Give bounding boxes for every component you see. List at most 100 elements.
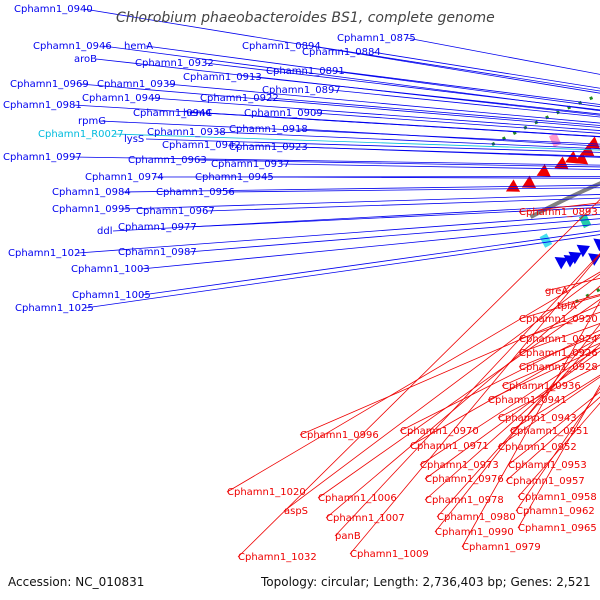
forward-leader-line (84, 234, 600, 309)
reverse-gene-label: Cphamn1_0962 (516, 506, 595, 517)
feature-block (548, 132, 562, 148)
forward-gene-label: Cphamn1_0946 (33, 41, 112, 52)
forward-leader-line (113, 133, 600, 151)
reverse-gene-label: Cphamn1_0976 (425, 474, 504, 485)
forward-gene-label: Cphamn1_0894 (242, 41, 321, 52)
forward-leader-line (121, 194, 600, 210)
reverse-leader-line (237, 198, 600, 558)
reverse-leader-line (461, 300, 600, 548)
reverse-gene-label: Cphamn1_0958 (518, 492, 597, 503)
forward-leader-line (79, 83, 600, 128)
forward-gene-label: Cphamn1_0963 (128, 155, 207, 166)
forward-gene-label: Cphamn1_0938 (147, 127, 226, 138)
map-title: Chlorobium phaeobacteroides BS1, complet… (116, 10, 495, 26)
forward-leader-line (311, 45, 600, 92)
forward-gene-label: rpmG (78, 116, 106, 127)
forward-leader-line (151, 97, 600, 131)
forward-gene-label: Cphamn1_0995 (52, 204, 131, 215)
reverse-leader-line (419, 347, 600, 466)
reverse-gene-arrow (554, 156, 569, 170)
reverse-leader-line (299, 304, 600, 436)
forward-gene-label: Cphamn1_0932 (135, 58, 214, 69)
reverse-gene-label: Cphamn1_0951 (510, 426, 589, 437)
reverse-leader-line (515, 387, 600, 512)
reverse-leader-line (497, 376, 600, 448)
forward-gene-label: Cphamn1_0891 (266, 66, 345, 77)
reverse-gene-label: Cphamn1_0971 (410, 441, 489, 452)
reverse-gene-label: Cphamn1_0928 (519, 362, 598, 373)
forward-gene-label: hemA (124, 41, 153, 52)
forward-leader-line (225, 187, 600, 193)
forward-leader-line (298, 146, 600, 158)
reverse-gene-label: Cphamn1_0941 (488, 395, 567, 406)
reverse-gene-label: Cphamn1_0965 (518, 523, 597, 534)
feature-tracks (505, 132, 600, 270)
reverse-gene-label: panB (335, 531, 361, 542)
reverse-gene-label: Cphamn1_0936 (502, 381, 581, 392)
genome-summary-text: Topology: circular; Length: 2,736,403 bp… (260, 575, 591, 589)
forward-gene-label: Cphamn1_0913 (183, 72, 262, 83)
forward-leader-line (406, 37, 600, 75)
forward-gene-label: hemC (183, 108, 212, 119)
reverse-gene-label: Cphamn1_0980 (437, 512, 516, 523)
reverse-gene-label: Cphamn1_1007 (326, 513, 405, 524)
forward-gene-label: Cphamn1_0956 (156, 187, 235, 198)
forward-gene-label: Cphamn1_0923 (229, 142, 308, 153)
forward-leader-line (166, 83, 600, 124)
forward-gene-label: Cphamn1_R0027 (38, 129, 124, 140)
forward-gene-label: aroB (74, 54, 97, 65)
forward-gene-label: Cphamn1_1003 (71, 264, 150, 275)
forward-leader-line (280, 163, 600, 170)
forward-gene-label: Cphamn1_1025 (15, 303, 94, 314)
reverse-gene-arrow (521, 175, 537, 189)
forward-gene-label: Cphamn1_1005 (72, 290, 151, 301)
forward-leader-line (145, 45, 600, 108)
forward-leader-line (77, 213, 600, 254)
forward-gene-arrow (593, 238, 600, 252)
forward-gene-label: Cphamn1_0987 (118, 247, 197, 258)
reverse-leader-line (436, 334, 600, 518)
reverse-gene-label: Cphamn1_0970 (400, 426, 479, 437)
reverse-leader-line (434, 323, 600, 533)
forward-leader-line (331, 89, 600, 118)
forward-gene-label: Cphamn1_0940 (14, 4, 93, 15)
reverse-leader-line (409, 337, 600, 447)
forward-gene-arrow (568, 251, 582, 265)
reverse-gene-arrow (585, 136, 600, 150)
forward-gene-label: Cphamn1_0897 (262, 85, 341, 96)
forward-leader-line (141, 230, 600, 296)
reverse-gene-label: Cphamn1_0926 (519, 348, 598, 359)
forward-leader-line (252, 76, 600, 115)
forward-leader-line (204, 112, 600, 138)
reverse-gene-label: Cphamn1_0953 (508, 460, 587, 471)
reverse-gene-label: Cphamn1_0990 (435, 527, 514, 538)
forward-gene-label: Cphamn1_0937 (211, 159, 290, 170)
forward-gene-label: Cphamn1_0909 (244, 108, 323, 119)
forward-leader-line (145, 138, 600, 153)
forward-gene-label: Cphamn1_0918 (229, 124, 308, 135)
forward-gene-arrow (554, 257, 568, 270)
forward-leader-line (121, 184, 600, 193)
forward-gene-label: Cphamn1_0967 (136, 206, 215, 217)
forward-leader-line (187, 218, 600, 253)
forward-gene-label: lysS (124, 134, 144, 145)
forward-gene-label: Cphamn1_0884 (302, 47, 381, 58)
forward-leader-line (140, 223, 600, 270)
forward-gene-label: Cphamn1_0984 (52, 187, 131, 198)
forward-leader-line (269, 97, 600, 126)
reverse-gene-label: Cphamn1_1006 (318, 493, 397, 504)
forward-leader-line (264, 176, 600, 179)
reverse-leader-line (226, 271, 600, 493)
reverse-leader-line (424, 343, 600, 501)
reverse-gene-label: Cphamn1_1020 (227, 487, 306, 498)
reverse-leader-line (517, 384, 600, 529)
reverse-gene-label: Cphamn1_0996 (300, 430, 379, 441)
reverse-gene-arrow (536, 164, 551, 177)
reverse-gene-label: Cphamn1_0978 (425, 495, 504, 506)
outer-scale-ring (491, 93, 600, 146)
accession-text: Accession: NC_010831 (8, 575, 144, 589)
forward-gene-label: Cphamn1_0977 (118, 222, 197, 233)
reverse-leader-line (283, 273, 600, 512)
reverse-leader-line (517, 402, 600, 498)
